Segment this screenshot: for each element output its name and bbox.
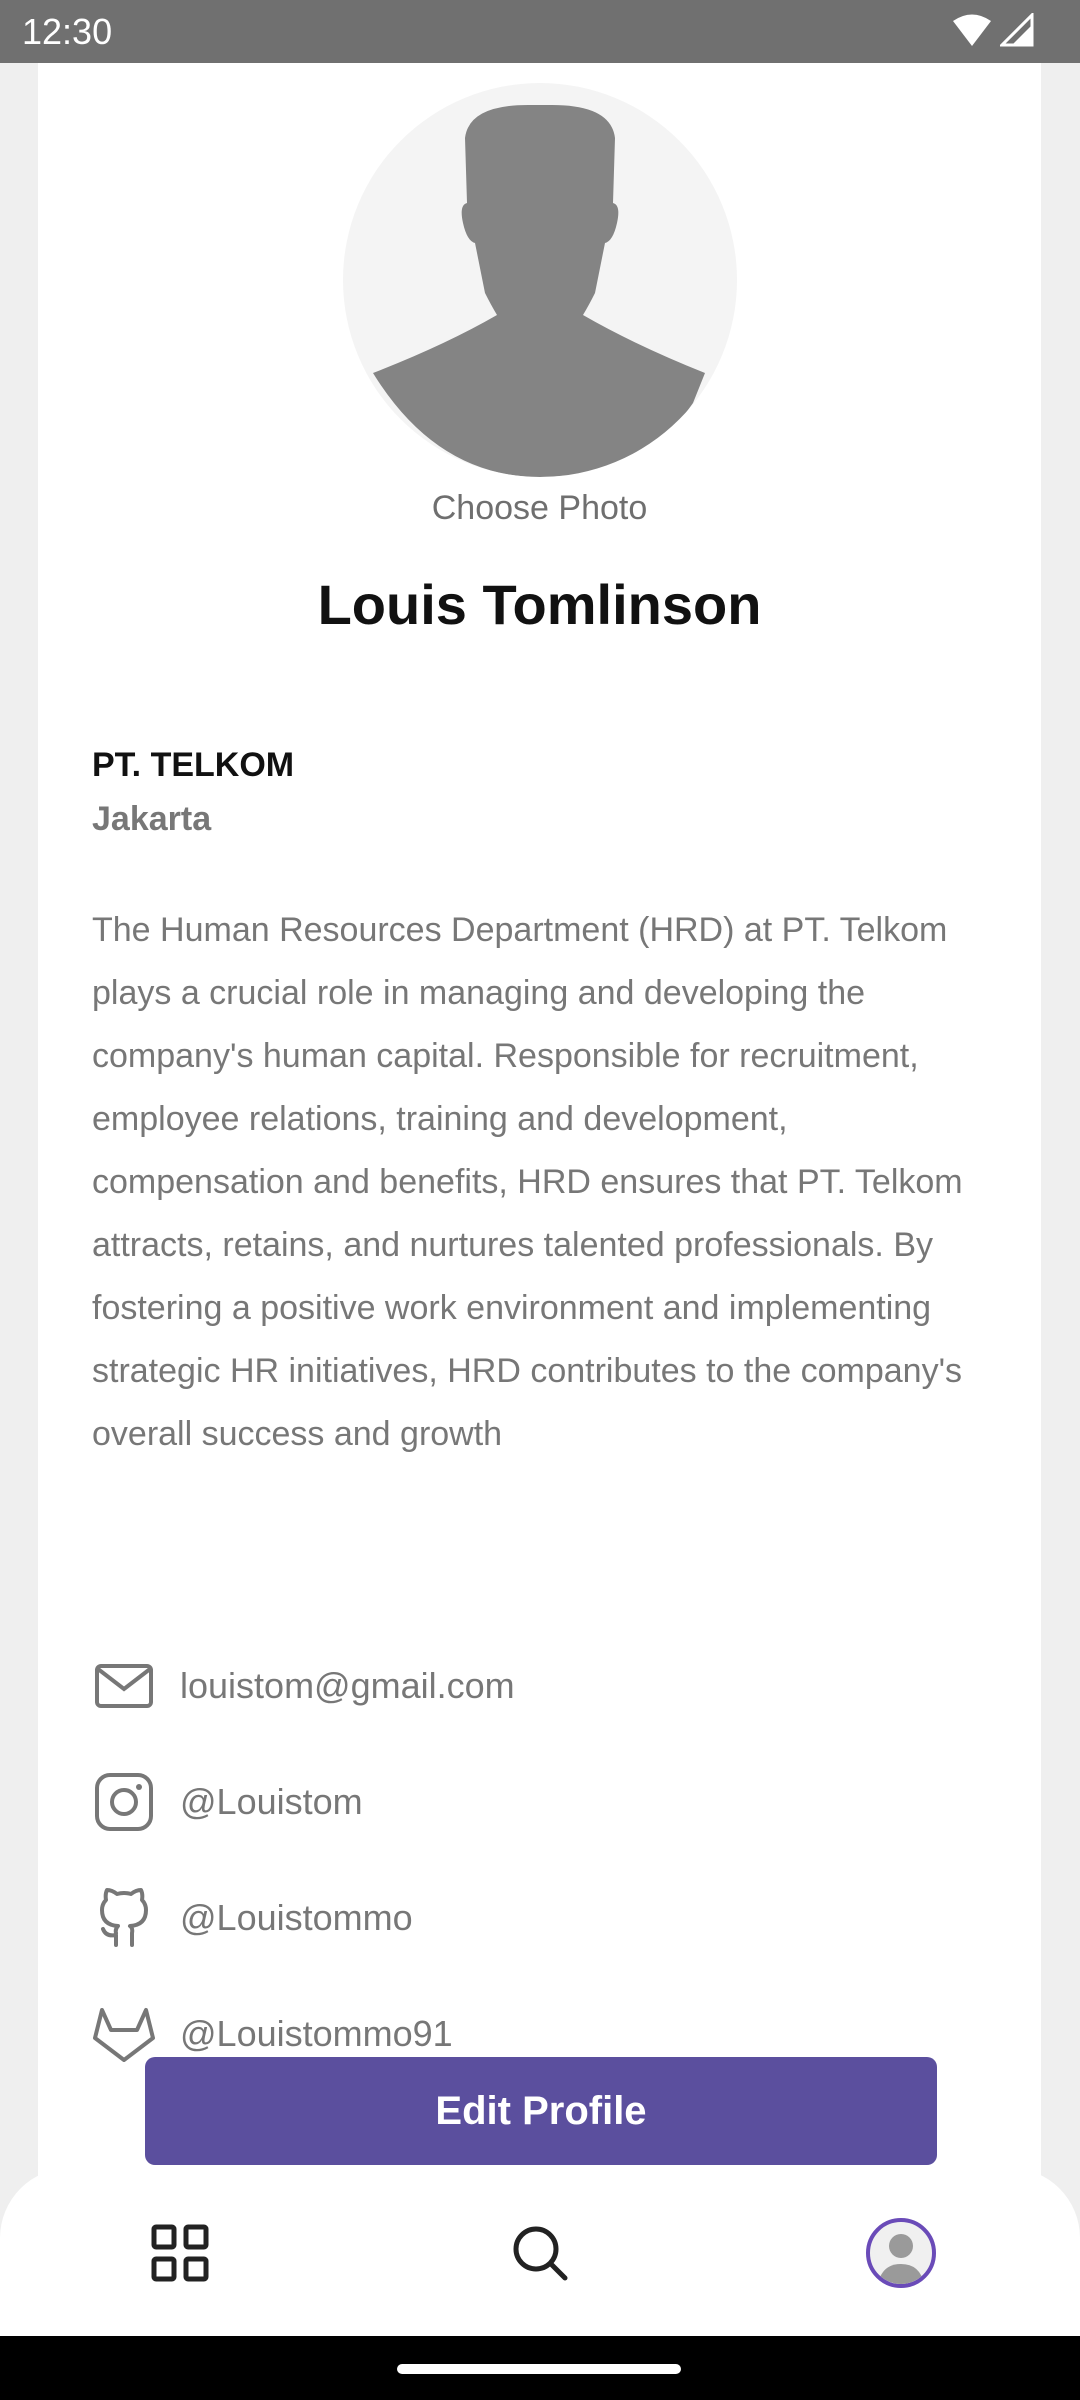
contact-github[interactable]: @Louistommo <box>92 1885 992 1951</box>
profile-bio: The Human Resources Department (HRD) at … <box>92 911 963 1453</box>
city-name: Jakarta <box>92 800 212 838</box>
status-icons <box>952 12 1034 48</box>
profile-name: Louis Tomlinson <box>317 573 762 636</box>
avatar-silhouette-icon <box>878 2234 924 2284</box>
company-name: PT. TELKOM <box>92 746 295 784</box>
email-text: louistom@gmail.com <box>180 1665 515 1706</box>
status-bar: 12:30 <box>0 0 1080 63</box>
instagram-icon <box>92 1770 156 1834</box>
gitlab-icon <box>92 2002 156 2066</box>
contact-list: louistom@gmail.com @Louistom @Louistommo <box>92 1653 992 2117</box>
wifi-icon <box>953 14 991 46</box>
github-text: @Louistommo <box>180 1897 413 1938</box>
bottom-navigation <box>0 2168 1080 2336</box>
choose-photo-link[interactable]: Choose Photo <box>431 489 648 527</box>
status-time: 12:30 <box>22 11 113 52</box>
home-indicator[interactable] <box>397 2364 681 2374</box>
github-icon <box>92 1886 156 1950</box>
contact-email[interactable]: louistom@gmail.com <box>92 1653 992 1719</box>
person-silhouette-icon <box>373 105 705 477</box>
nav-home[interactable] <box>145 2218 215 2288</box>
nav-search[interactable] <box>505 2218 575 2288</box>
edit-profile-button[interactable]: Edit Profile <box>145 2057 937 2165</box>
profile-avatar <box>866 2218 936 2288</box>
nav-profile[interactable] <box>866 2218 936 2288</box>
search-icon <box>513 2226 568 2281</box>
contact-gitlab[interactable]: @Louistommo91 <box>92 2001 992 2067</box>
contact-instagram[interactable]: @Louistom <box>92 1769 992 1835</box>
mail-icon <box>92 1654 156 1718</box>
signal-icon <box>1000 13 1034 47</box>
grid-icon <box>151 2224 209 2282</box>
profile-card: Choose Photo Louis Tomlinson PT. TELKOM … <box>38 63 1041 2188</box>
gitlab-text: @Louistommo91 <box>180 2013 453 2054</box>
instagram-text: @Louistom <box>180 1781 363 1822</box>
system-gesture-bar <box>0 2336 1080 2400</box>
profile-photo[interactable] <box>343 83 737 477</box>
